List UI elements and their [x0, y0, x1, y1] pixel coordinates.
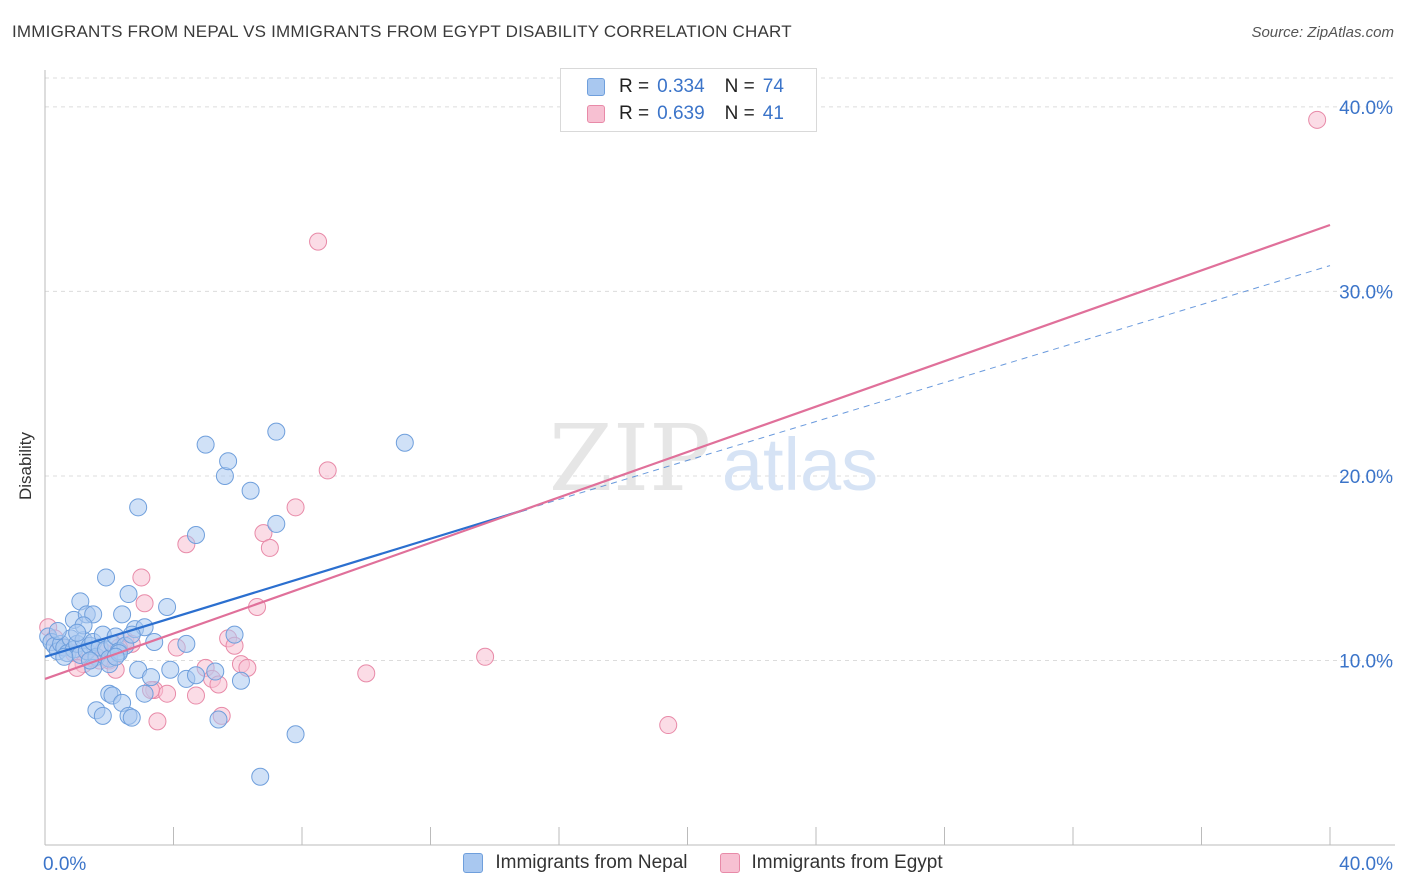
nepal-point [215, 466, 234, 485]
nepal-points [39, 422, 414, 786]
legend-n-value-egypt: 41 [762, 103, 784, 124]
bottom-legend-swatch-egypt [719, 853, 740, 873]
legend-n-value-nepal: 74 [762, 76, 784, 97]
bottom-legend-nepal[interactable]: Immigrants from Nepal [463, 852, 688, 874]
nepal-point [48, 621, 67, 640]
legend-n-label: N = [724, 103, 755, 124]
egypt-point [158, 684, 177, 703]
nepal-point [209, 710, 228, 729]
bottom-legend-egypt[interactable]: Immigrants from Egypt [719, 852, 943, 874]
nepal-point [142, 668, 161, 687]
y-tick-label: 10.0% [1339, 651, 1393, 672]
y-tick-label: 40.0% [1339, 98, 1393, 119]
bottom-legend-label-nepal: Immigrants from Nepal [495, 852, 688, 873]
nepal-point [186, 666, 205, 685]
legend-swatch-nepal [587, 78, 605, 96]
nepal-point [186, 526, 205, 544]
egypt-point [186, 686, 205, 705]
nepal-point [68, 623, 87, 642]
egypt-point [357, 664, 376, 683]
nepal-point [161, 660, 180, 679]
legend-row-egypt: R = 0.639 N = 41 [587, 102, 784, 126]
nepal-point [241, 481, 260, 500]
nepal-point [119, 585, 138, 604]
egypt-point [286, 498, 305, 517]
egypt-point [1308, 110, 1327, 129]
egypt-point [318, 461, 337, 480]
source-label: Source: ZipAtlas.com [1251, 24, 1394, 41]
legend-r-label: R = [619, 103, 650, 124]
nepal-point [113, 605, 132, 624]
nepal-point [225, 625, 244, 644]
x-tick-label-min: 0.0% [43, 854, 86, 875]
nepal-point [196, 435, 215, 454]
egypt-point [260, 538, 279, 557]
bottom-legend: Immigrants from Nepal Immigrants from Eg… [0, 852, 1406, 874]
nepal-point [93, 706, 112, 725]
legend-row-nepal: R = 0.334 N = 74 [587, 75, 784, 99]
nepal-point [219, 452, 238, 471]
nepal-point [267, 514, 286, 533]
bottom-legend-label-egypt: Immigrants from Egypt [751, 852, 943, 873]
nepal-point [135, 684, 154, 703]
watermark-atlas: atlas [722, 423, 878, 506]
egypt-point [132, 568, 151, 587]
egypt-point [148, 712, 167, 731]
y-axis-label: Disability [16, 431, 35, 500]
nepal-point [177, 634, 196, 653]
egypt-point [659, 716, 678, 735]
nepal-point [206, 662, 225, 681]
y-tick-label: 20.0% [1339, 467, 1393, 488]
x-tick-label-max: 40.0% [1339, 854, 1393, 875]
nepal-point [251, 767, 270, 786]
axes-layer [44, 70, 1395, 846]
legend: R = 0.334 N = 74 R = 0.639 N = 41 [560, 68, 817, 132]
legend-r-label: R = [619, 76, 650, 97]
chart-title: IMMIGRANTS FROM NEPAL VS IMMIGRANTS FROM… [12, 22, 792, 41]
nepal-point [395, 433, 414, 452]
legend-n-label: N = [724, 76, 755, 97]
nepal-trend-extension [526, 265, 1331, 510]
bottom-legend-swatch-nepal [463, 853, 484, 873]
egypt-point [135, 594, 154, 613]
grid-layer [45, 77, 1395, 661]
watermark: ZIP atlas [549, 405, 878, 512]
nepal-point [97, 568, 116, 587]
egypt-trend-line [44, 223, 1331, 680]
tick-labels: 10.0% 20.0% 30.0% 40.0% 0.0% 40.0% [43, 98, 1393, 875]
nepal-point [286, 725, 305, 744]
nepal-point [231, 671, 250, 690]
nepal-point [158, 597, 177, 616]
trend-layer [44, 223, 1331, 680]
nepal-point [129, 498, 148, 517]
egypt-point [309, 232, 328, 251]
y-tick-label: 30.0% [1339, 282, 1393, 303]
nepal-point [267, 422, 286, 441]
legend-r-value-nepal: 0.334 [657, 76, 705, 97]
nepal-point [122, 708, 141, 727]
watermark-zip: ZIP [549, 405, 711, 512]
nepal-trend-line [44, 508, 528, 658]
egypt-point [476, 647, 495, 666]
legend-r-value-egypt: 0.639 [657, 103, 705, 124]
legend-swatch-egypt [587, 105, 605, 123]
